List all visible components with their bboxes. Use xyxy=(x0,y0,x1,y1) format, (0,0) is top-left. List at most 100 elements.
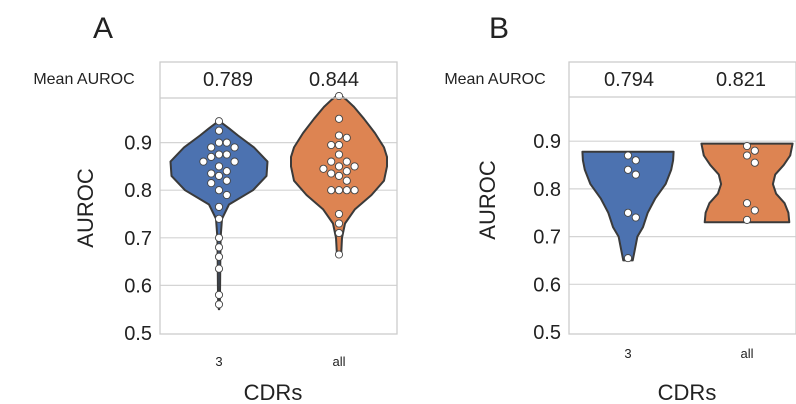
mean-value-3: 0.789 xyxy=(203,69,253,91)
data-point xyxy=(750,146,759,155)
mean-auroc-label: Mean AUROC xyxy=(444,71,545,88)
data-point xyxy=(214,117,224,126)
data-point xyxy=(742,151,752,160)
data-point xyxy=(222,138,231,147)
data-point xyxy=(334,131,344,140)
x-tick-3: 3 xyxy=(624,346,631,361)
data-point xyxy=(214,233,224,242)
data-point xyxy=(334,228,344,238)
data-point xyxy=(327,140,336,150)
data-point xyxy=(742,215,752,224)
data-point xyxy=(214,243,224,252)
data-point xyxy=(342,167,351,176)
data-point xyxy=(334,140,344,150)
data-point xyxy=(623,208,633,217)
data-point xyxy=(319,164,328,173)
x-tick-labels: 3 all xyxy=(215,354,345,369)
swarm-points xyxy=(623,141,759,263)
data-point xyxy=(342,157,351,166)
x-axis-label: CDRs xyxy=(658,380,717,404)
data-point xyxy=(214,300,224,309)
data-point xyxy=(631,213,640,222)
data-point xyxy=(750,206,759,215)
x-axis-label: CDRs xyxy=(244,380,303,404)
data-point xyxy=(214,252,224,261)
data-point xyxy=(214,171,224,180)
data-point xyxy=(207,152,216,161)
violins xyxy=(169,94,388,311)
y-tick-label: 0.7 xyxy=(124,228,152,250)
data-point xyxy=(334,219,344,228)
y-tick-label: 0.5 xyxy=(533,322,561,344)
data-point xyxy=(350,162,359,171)
mean-value-all: 0.821 xyxy=(716,69,766,91)
y-tick-label: 0.7 xyxy=(533,227,561,249)
x-tick-labels: 3 all xyxy=(624,346,753,361)
data-point xyxy=(342,176,351,185)
data-point xyxy=(334,186,344,195)
panel-a: A Mean AUROC 0.789 0.844 AUROC CDRs 0.50… xyxy=(33,12,398,404)
data-point xyxy=(631,156,640,165)
data-point xyxy=(214,150,224,159)
data-point xyxy=(350,186,359,195)
y-tick-labels: 0.5 0.6 0.7 0.8 0.9 xyxy=(124,133,152,345)
plot-frame xyxy=(568,61,796,335)
data-point xyxy=(207,143,216,152)
data-point xyxy=(214,290,224,299)
data-point xyxy=(327,186,336,195)
data-point xyxy=(623,254,633,263)
data-point xyxy=(222,176,231,185)
data-point xyxy=(230,157,239,166)
panel-b: B Mean AUROC 0.794 0.821 AUROC CDRs 0.50… xyxy=(444,12,796,404)
y-axis-label: AUROC xyxy=(475,160,500,240)
violin-all xyxy=(700,142,794,224)
y-tick-label: 0.9 xyxy=(533,131,561,153)
y-tick-label: 0.5 xyxy=(124,323,152,345)
x-tick-all: all xyxy=(740,346,753,361)
data-point xyxy=(742,141,752,151)
data-point xyxy=(327,169,336,178)
mean-value-all: 0.844 xyxy=(309,69,359,91)
data-point xyxy=(207,169,216,178)
mean-auroc-label: Mean AUROC xyxy=(33,71,134,88)
data-point xyxy=(750,158,759,167)
data-point xyxy=(327,157,336,166)
panel-label: B xyxy=(489,12,509,45)
data-point xyxy=(214,264,224,273)
data-point xyxy=(334,114,344,123)
data-point xyxy=(623,151,633,160)
y-tick-label: 0.8 xyxy=(533,179,561,201)
y-tick-label: 0.6 xyxy=(124,275,152,297)
data-point xyxy=(334,250,344,259)
mean-value-3: 0.794 xyxy=(604,69,654,91)
data-point xyxy=(222,150,231,159)
y-tick-label: 0.9 xyxy=(124,133,152,155)
y-tick-labels: 0.5 0.6 0.7 0.8 0.9 xyxy=(533,131,561,344)
data-point xyxy=(214,214,224,223)
data-point xyxy=(334,209,344,219)
y-tick-label: 0.8 xyxy=(124,180,152,202)
data-point xyxy=(214,126,224,135)
plot-frame xyxy=(159,61,398,335)
data-point xyxy=(623,165,633,174)
data-point xyxy=(214,186,224,195)
swarm-points xyxy=(199,91,359,309)
data-point xyxy=(342,133,351,142)
data-point xyxy=(742,199,752,208)
data-point xyxy=(214,162,224,171)
y-axis-label: AUROC xyxy=(73,168,98,248)
data-point xyxy=(199,157,208,166)
data-point xyxy=(207,179,216,188)
y-tick-label: 0.6 xyxy=(533,274,561,296)
panel-label: A xyxy=(93,12,113,45)
data-point xyxy=(342,186,351,195)
x-tick-all: all xyxy=(332,354,345,369)
data-point xyxy=(631,170,640,179)
data-point xyxy=(230,143,239,152)
data-point xyxy=(214,138,224,147)
data-point xyxy=(334,171,344,180)
x-tick-3: 3 xyxy=(215,354,222,369)
data-point xyxy=(334,162,344,171)
data-point xyxy=(214,202,224,211)
